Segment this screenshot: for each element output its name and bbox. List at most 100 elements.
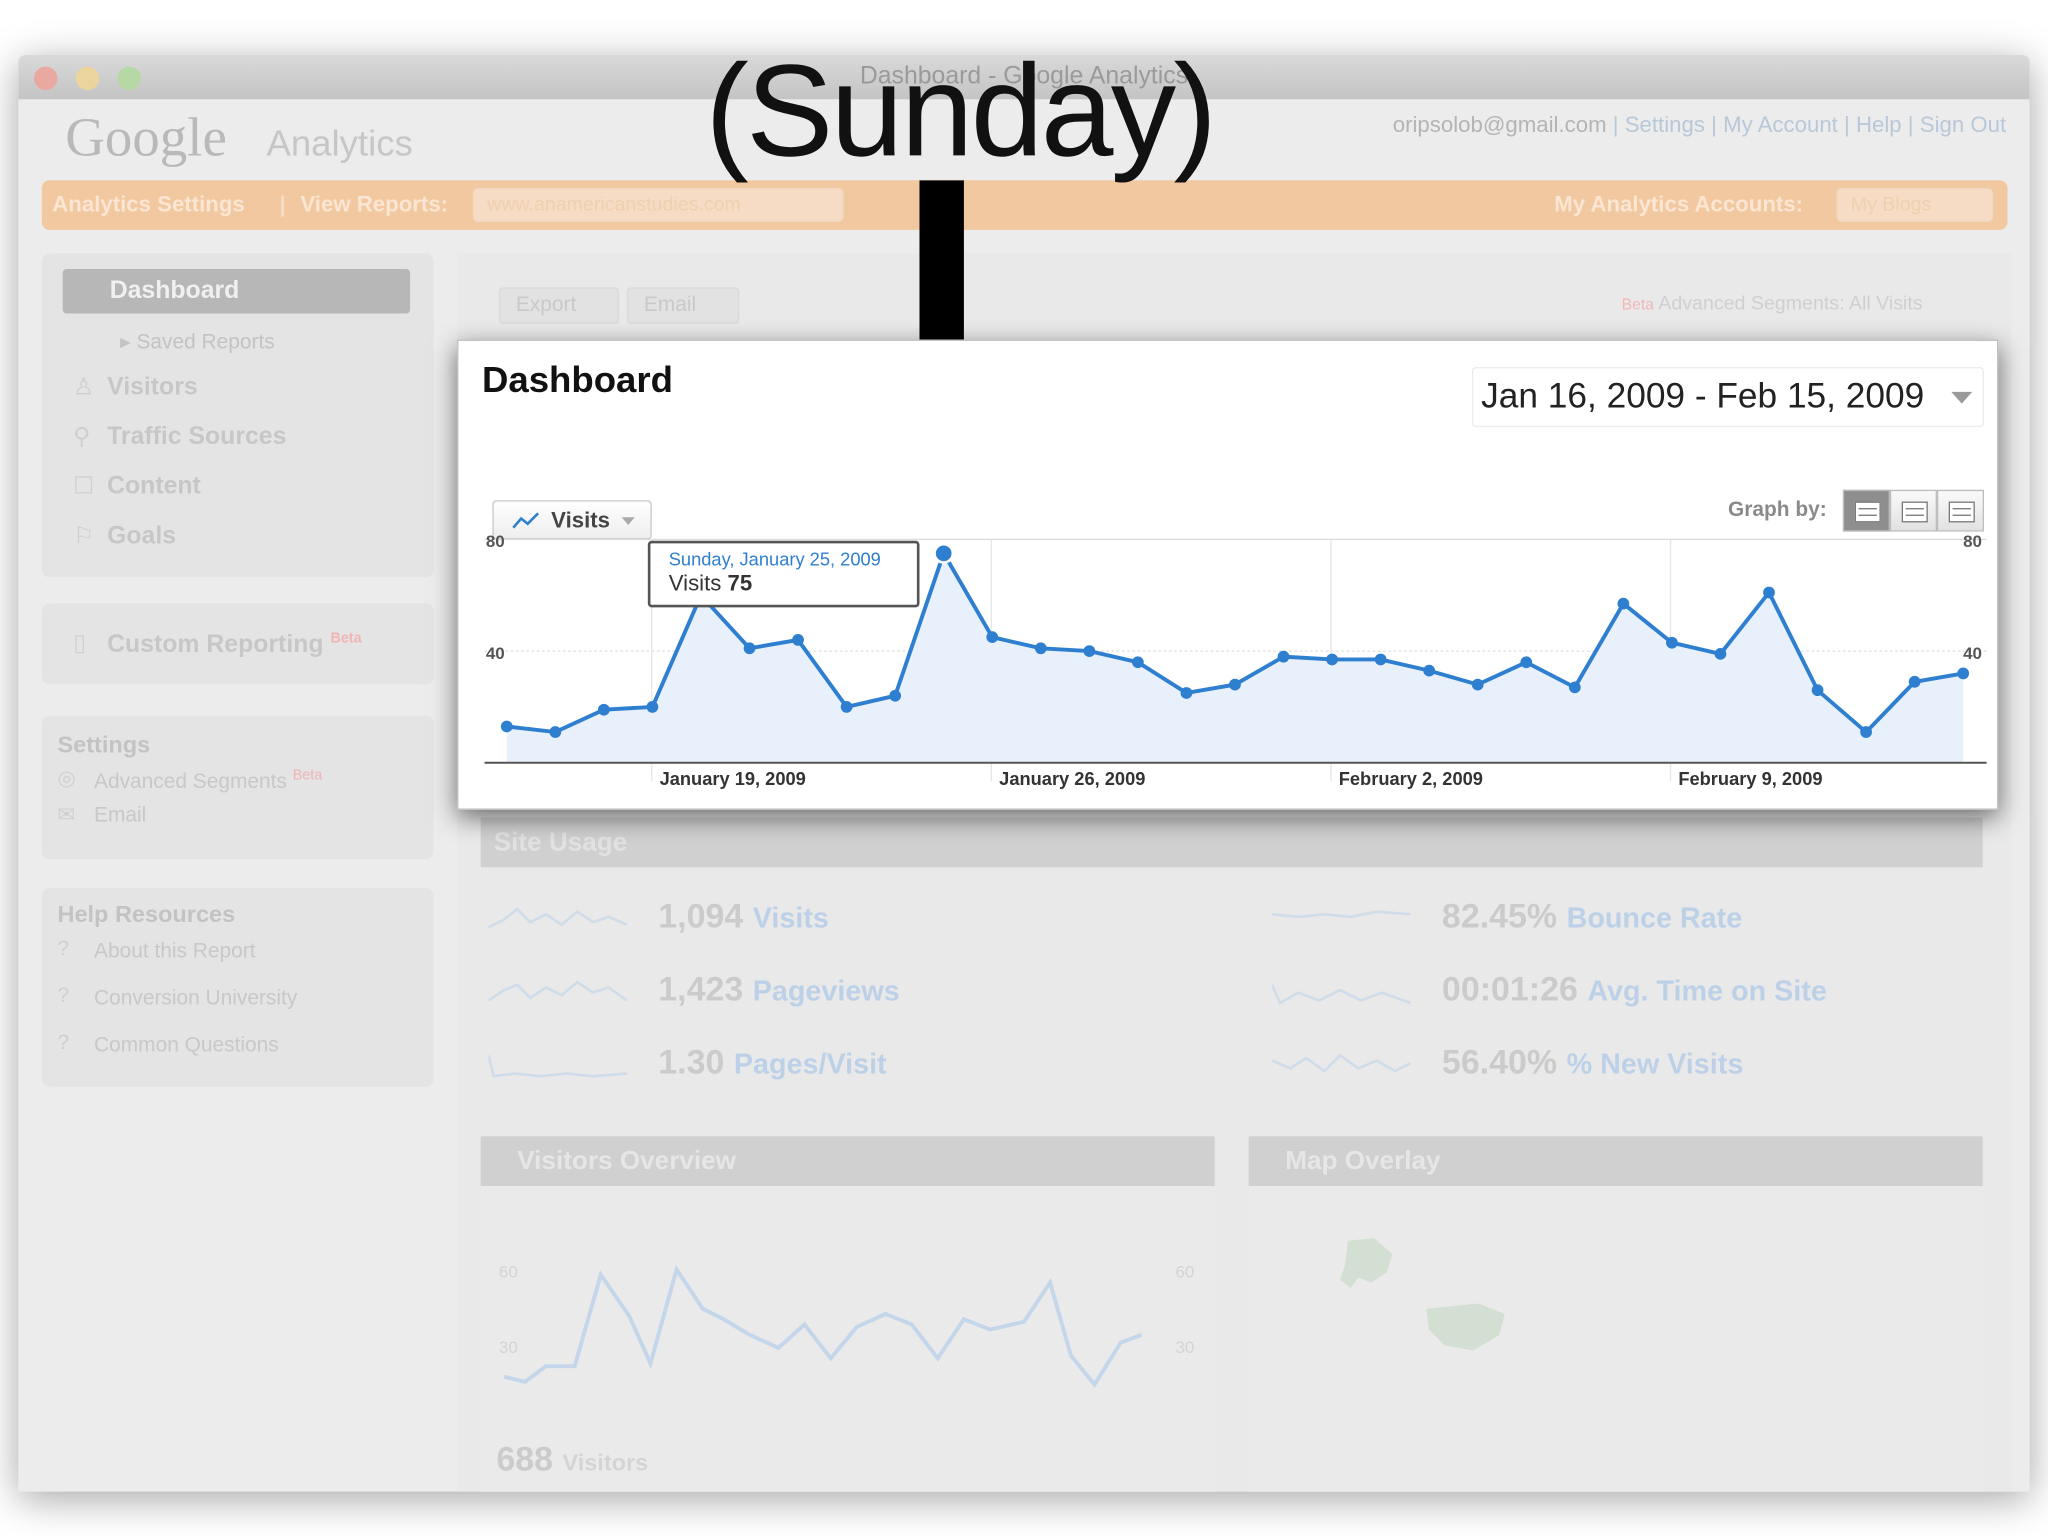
tooltip-metric: Visits 75 xyxy=(669,571,917,597)
y-tick-60-right: 60 xyxy=(1175,1262,1194,1281)
metric-select-button[interactable]: Visits xyxy=(492,500,652,540)
beta-badge: Beta xyxy=(330,630,362,647)
account-email: oripsolob@gmail.com xyxy=(1392,112,1607,138)
data-point xyxy=(1180,687,1193,699)
y-tick-60-left: 60 xyxy=(499,1262,518,1281)
custom-reporting-panel: ▯ Custom Reporting Beta xyxy=(41,603,434,685)
data-point xyxy=(1520,656,1533,669)
metric-time-on-site: 00:01:26 Avg. Time on Site xyxy=(1442,969,1827,1009)
pages-per-visit-label[interactable]: Pages/Visit xyxy=(733,1047,887,1081)
email-settings-link[interactable]: Email xyxy=(94,804,147,827)
data-point xyxy=(1811,684,1824,697)
metric-pages-per-visit: 1.30 Pages/Visit xyxy=(658,1042,886,1082)
data-point xyxy=(1083,645,1096,657)
y-tick-label-right: 40 xyxy=(1963,644,1982,663)
sidebar-item-custom-reporting[interactable]: Custom Reporting Beta xyxy=(107,631,361,660)
visitors-count-label: Visitors xyxy=(562,1449,649,1476)
sign-out-link[interactable]: Sign Out xyxy=(1919,112,2007,138)
data-point xyxy=(597,703,610,716)
account-select[interactable]: My Blogs xyxy=(1836,188,1994,223)
sidebar-item-visitors[interactable]: Visitors xyxy=(107,373,198,401)
metric-visits: 1,094 Visits xyxy=(658,896,829,936)
date-range-value: Jan 16, 2009 - Feb 15, 2009 xyxy=(1481,376,1925,416)
page-icon: ☐ xyxy=(73,472,95,499)
window-title: Dashboard - Google Analytics xyxy=(859,62,1189,91)
page-title: Dashboard xyxy=(481,359,673,400)
pageviews-label[interactable]: Pageviews xyxy=(752,974,900,1008)
graph-by-label: Graph by: xyxy=(1727,498,1827,522)
segments-icon: ◎ xyxy=(57,767,76,791)
dashboard-graph-card: Dashboard Jan 16, 2009 - Feb 15, 2009 Vi… xyxy=(457,339,1999,810)
question-icon: ? xyxy=(57,984,70,1008)
site-profile-select[interactable]: www.anamericanstudies.com xyxy=(472,188,844,223)
y-tick-label-left: 80 xyxy=(486,532,505,551)
sidebar-item-saved-reports[interactable]: ▸ Saved Reports xyxy=(120,331,275,354)
new-visits-label[interactable]: % New Visits xyxy=(1566,1047,1744,1081)
dashboard-label: Dashboard xyxy=(109,276,240,305)
minimize-window-button[interactable] xyxy=(75,66,100,91)
graph-by-month-button[interactable] xyxy=(1936,489,1984,532)
visitors-overview-header[interactable]: Visitors Overview xyxy=(480,1136,1215,1186)
sidebar-item-dashboard[interactable]: Dashboard xyxy=(62,269,411,314)
common-questions-link[interactable]: Common Questions xyxy=(94,1034,279,1057)
chevron-down-icon xyxy=(621,517,635,526)
visits-value: 1,094 xyxy=(658,895,744,936)
envelope-icon: ✉ xyxy=(57,804,75,827)
day-view-icon xyxy=(1854,501,1881,523)
export-button[interactable]: Export xyxy=(498,287,620,324)
my-account-link[interactable]: My Account xyxy=(1723,112,1838,138)
visits-label[interactable]: Visits xyxy=(752,901,829,934)
graph-by-day-button[interactable] xyxy=(1842,489,1890,532)
data-point xyxy=(1374,653,1387,666)
bounce-rate-label[interactable]: Bounce Rate xyxy=(1566,901,1743,934)
month-view-icon xyxy=(1948,501,1975,523)
metric-select-label: Visits xyxy=(551,508,611,533)
google-logo[interactable]: Google xyxy=(65,108,227,169)
sidebar-item-goals[interactable]: Goals xyxy=(107,522,177,550)
map-overlay-header[interactable]: Map Overlay xyxy=(1248,1136,1983,1186)
data-point xyxy=(792,634,804,646)
data-point xyxy=(1666,636,1678,649)
analytics-settings-link[interactable]: Analytics Settings xyxy=(52,191,245,217)
help-link[interactable]: Help xyxy=(1855,112,1902,138)
visits-area xyxy=(506,553,1964,763)
my-accounts-label: My Analytics Accounts: xyxy=(1554,191,1804,217)
segments-label: Advanced Segments: xyxy=(1658,292,1845,315)
time-on-site-sparkline xyxy=(1272,984,1412,1005)
week-view-icon xyxy=(1901,501,1928,523)
close-window-button[interactable] xyxy=(33,66,58,91)
highlighted-data-point xyxy=(933,542,955,564)
advanced-segments-selector[interactable]: Beta Advanced Segments: All Visits xyxy=(1622,293,1923,315)
data-point xyxy=(1132,656,1144,669)
settings-link[interactable]: Settings xyxy=(1624,112,1705,138)
tooltip-date: Sunday, January 25, 2009 xyxy=(668,548,881,570)
graph-by-week-button[interactable] xyxy=(1889,489,1937,532)
visits-line-chart: 80 80 40 40 January 19, 2009 January 26, 2009… xyxy=(484,532,1987,789)
sidebar-nav: Dashboard ▸ Saved Reports ♙ Visitors ⚲ T… xyxy=(41,253,434,578)
advanced-segments-link[interactable]: Advanced Segments Beta xyxy=(94,768,322,795)
date-range-picker[interactable]: Jan 16, 2009 - Feb 15, 2009 xyxy=(1471,367,1984,428)
traffic-icon: ⚲ xyxy=(73,423,91,450)
bounce-rate-sparkline xyxy=(1272,910,1411,919)
chart-tooltip: Sunday, January 25, 2009 Visits 75 xyxy=(647,540,920,608)
line-chart-icon xyxy=(512,512,540,529)
data-point xyxy=(549,726,562,738)
x-tick-label: January 19, 2009 xyxy=(660,768,806,789)
data-point xyxy=(889,689,902,702)
help-resources-panel: Help Resources ? About this Report ? Con… xyxy=(41,888,434,1087)
saved-reports-label: Saved Reports xyxy=(136,331,275,354)
zoom-window-button[interactable] xyxy=(117,66,142,91)
help-resources-heading: Help Resources xyxy=(57,901,236,928)
sidebar-item-traffic-sources[interactable]: Traffic Sources xyxy=(107,423,287,451)
pageviews-value: 1,423 xyxy=(658,969,744,1009)
conversion-university-link[interactable]: Conversion University xyxy=(94,987,298,1010)
about-report-link[interactable]: About this Report xyxy=(94,940,256,963)
metric-new-visits: 56.40% % New Visits xyxy=(1442,1042,1743,1082)
metric-pageviews: 1,423 Pageviews xyxy=(658,969,899,1009)
time-on-site-label[interactable]: Avg. Time on Site xyxy=(1587,974,1827,1008)
email-button[interactable]: Email xyxy=(626,287,740,324)
nav-divider: | xyxy=(279,191,286,217)
sidebar-item-content[interactable]: Content xyxy=(107,472,201,501)
tooltip-metric-value: 75 xyxy=(727,570,753,596)
